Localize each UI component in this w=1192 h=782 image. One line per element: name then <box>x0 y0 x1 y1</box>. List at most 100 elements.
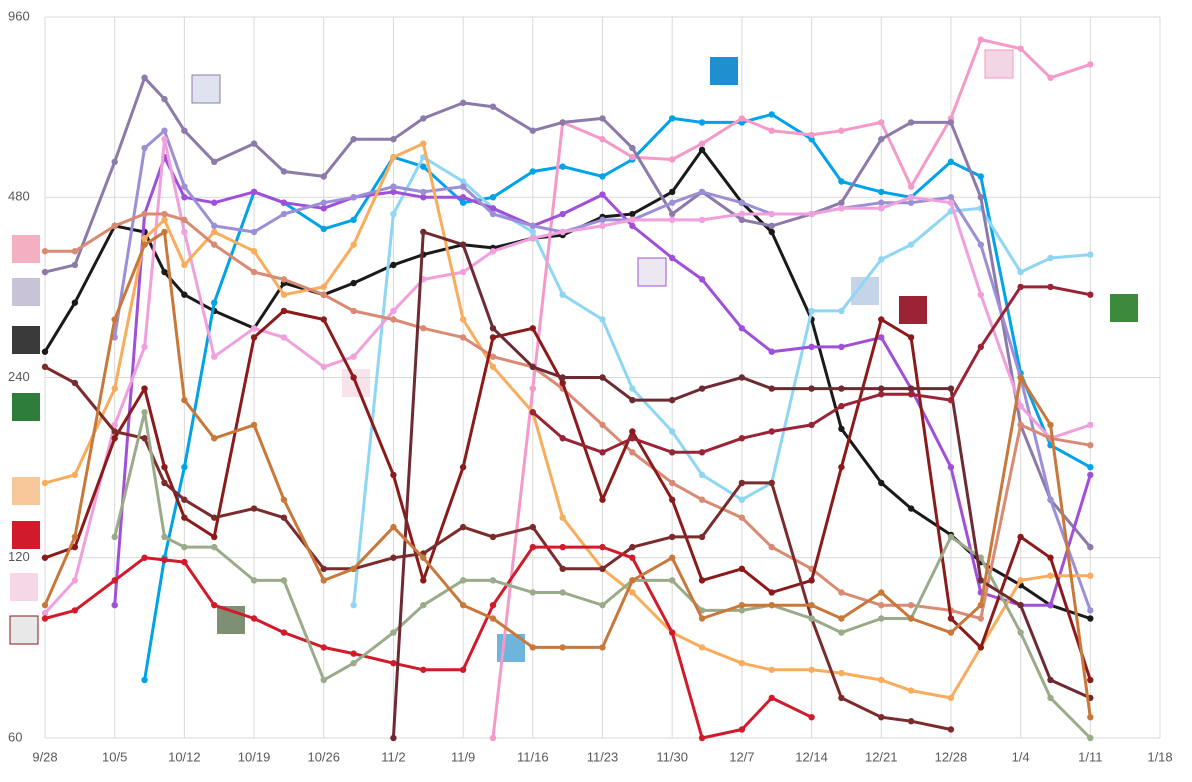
point <box>280 210 288 218</box>
point <box>1017 268 1024 276</box>
point <box>698 577 706 584</box>
point <box>489 615 497 622</box>
point <box>250 188 258 196</box>
point <box>599 191 606 198</box>
point <box>738 374 746 381</box>
point <box>698 385 706 392</box>
point <box>211 241 218 248</box>
point <box>668 428 676 435</box>
point <box>838 425 845 433</box>
point <box>250 505 258 512</box>
point <box>529 325 537 332</box>
point <box>111 533 118 541</box>
x-tick-label: 1/18 <box>1147 749 1172 764</box>
point <box>41 348 49 355</box>
point <box>1087 543 1094 551</box>
point <box>559 435 566 442</box>
point <box>459 334 467 341</box>
point <box>878 479 885 487</box>
point <box>947 463 955 471</box>
point <box>459 99 467 107</box>
point <box>489 205 497 212</box>
point <box>420 577 427 584</box>
point <box>141 235 148 242</box>
point <box>181 463 188 471</box>
y-tick-label: 960 <box>8 8 30 23</box>
point <box>420 115 427 122</box>
point <box>1047 694 1054 702</box>
point <box>211 199 218 206</box>
point <box>350 241 357 248</box>
point <box>629 153 636 161</box>
point <box>390 307 397 315</box>
x-tick-label: 10/5 <box>102 749 127 764</box>
point <box>629 216 636 224</box>
point <box>320 173 327 180</box>
point <box>390 629 397 636</box>
point <box>599 374 606 381</box>
point <box>320 363 327 371</box>
point <box>629 144 636 152</box>
point <box>211 533 218 541</box>
point <box>907 334 915 341</box>
point <box>141 241 148 248</box>
point <box>390 471 397 479</box>
icon <box>12 477 40 505</box>
point <box>161 268 168 276</box>
point <box>738 216 746 224</box>
point <box>390 261 397 269</box>
point <box>838 178 845 185</box>
point <box>390 659 397 667</box>
series <box>111 409 1094 742</box>
point <box>420 163 427 170</box>
point <box>559 210 566 218</box>
point <box>280 629 288 636</box>
point <box>698 119 706 126</box>
point <box>599 449 606 456</box>
point <box>141 210 148 218</box>
icon <box>984 49 1014 79</box>
point <box>280 168 288 175</box>
point <box>878 316 885 323</box>
point <box>768 428 775 435</box>
point <box>111 428 118 435</box>
point <box>808 577 815 584</box>
point <box>420 140 427 147</box>
point <box>1087 471 1094 479</box>
point <box>250 140 258 147</box>
point <box>350 374 357 381</box>
point <box>599 173 606 180</box>
point <box>111 435 118 442</box>
point <box>350 353 357 360</box>
point <box>629 589 636 596</box>
point <box>350 136 357 143</box>
point <box>838 307 845 315</box>
point <box>489 103 497 110</box>
point <box>738 607 746 614</box>
point <box>808 343 815 351</box>
point <box>489 334 497 341</box>
point <box>529 168 537 175</box>
point <box>350 194 357 201</box>
icon <box>899 296 927 324</box>
icon <box>12 393 40 421</box>
point <box>947 726 955 733</box>
point <box>529 127 537 134</box>
point <box>111 577 118 584</box>
point <box>738 514 746 521</box>
point <box>629 435 636 442</box>
point <box>878 385 885 392</box>
point <box>1087 676 1094 684</box>
point <box>768 127 775 134</box>
point <box>1087 441 1094 449</box>
point <box>878 334 885 341</box>
point <box>698 140 706 147</box>
point <box>1017 533 1024 541</box>
point <box>698 734 706 742</box>
point <box>41 248 49 255</box>
point <box>211 435 218 442</box>
point <box>459 241 467 248</box>
point <box>320 291 327 298</box>
point <box>459 316 467 323</box>
